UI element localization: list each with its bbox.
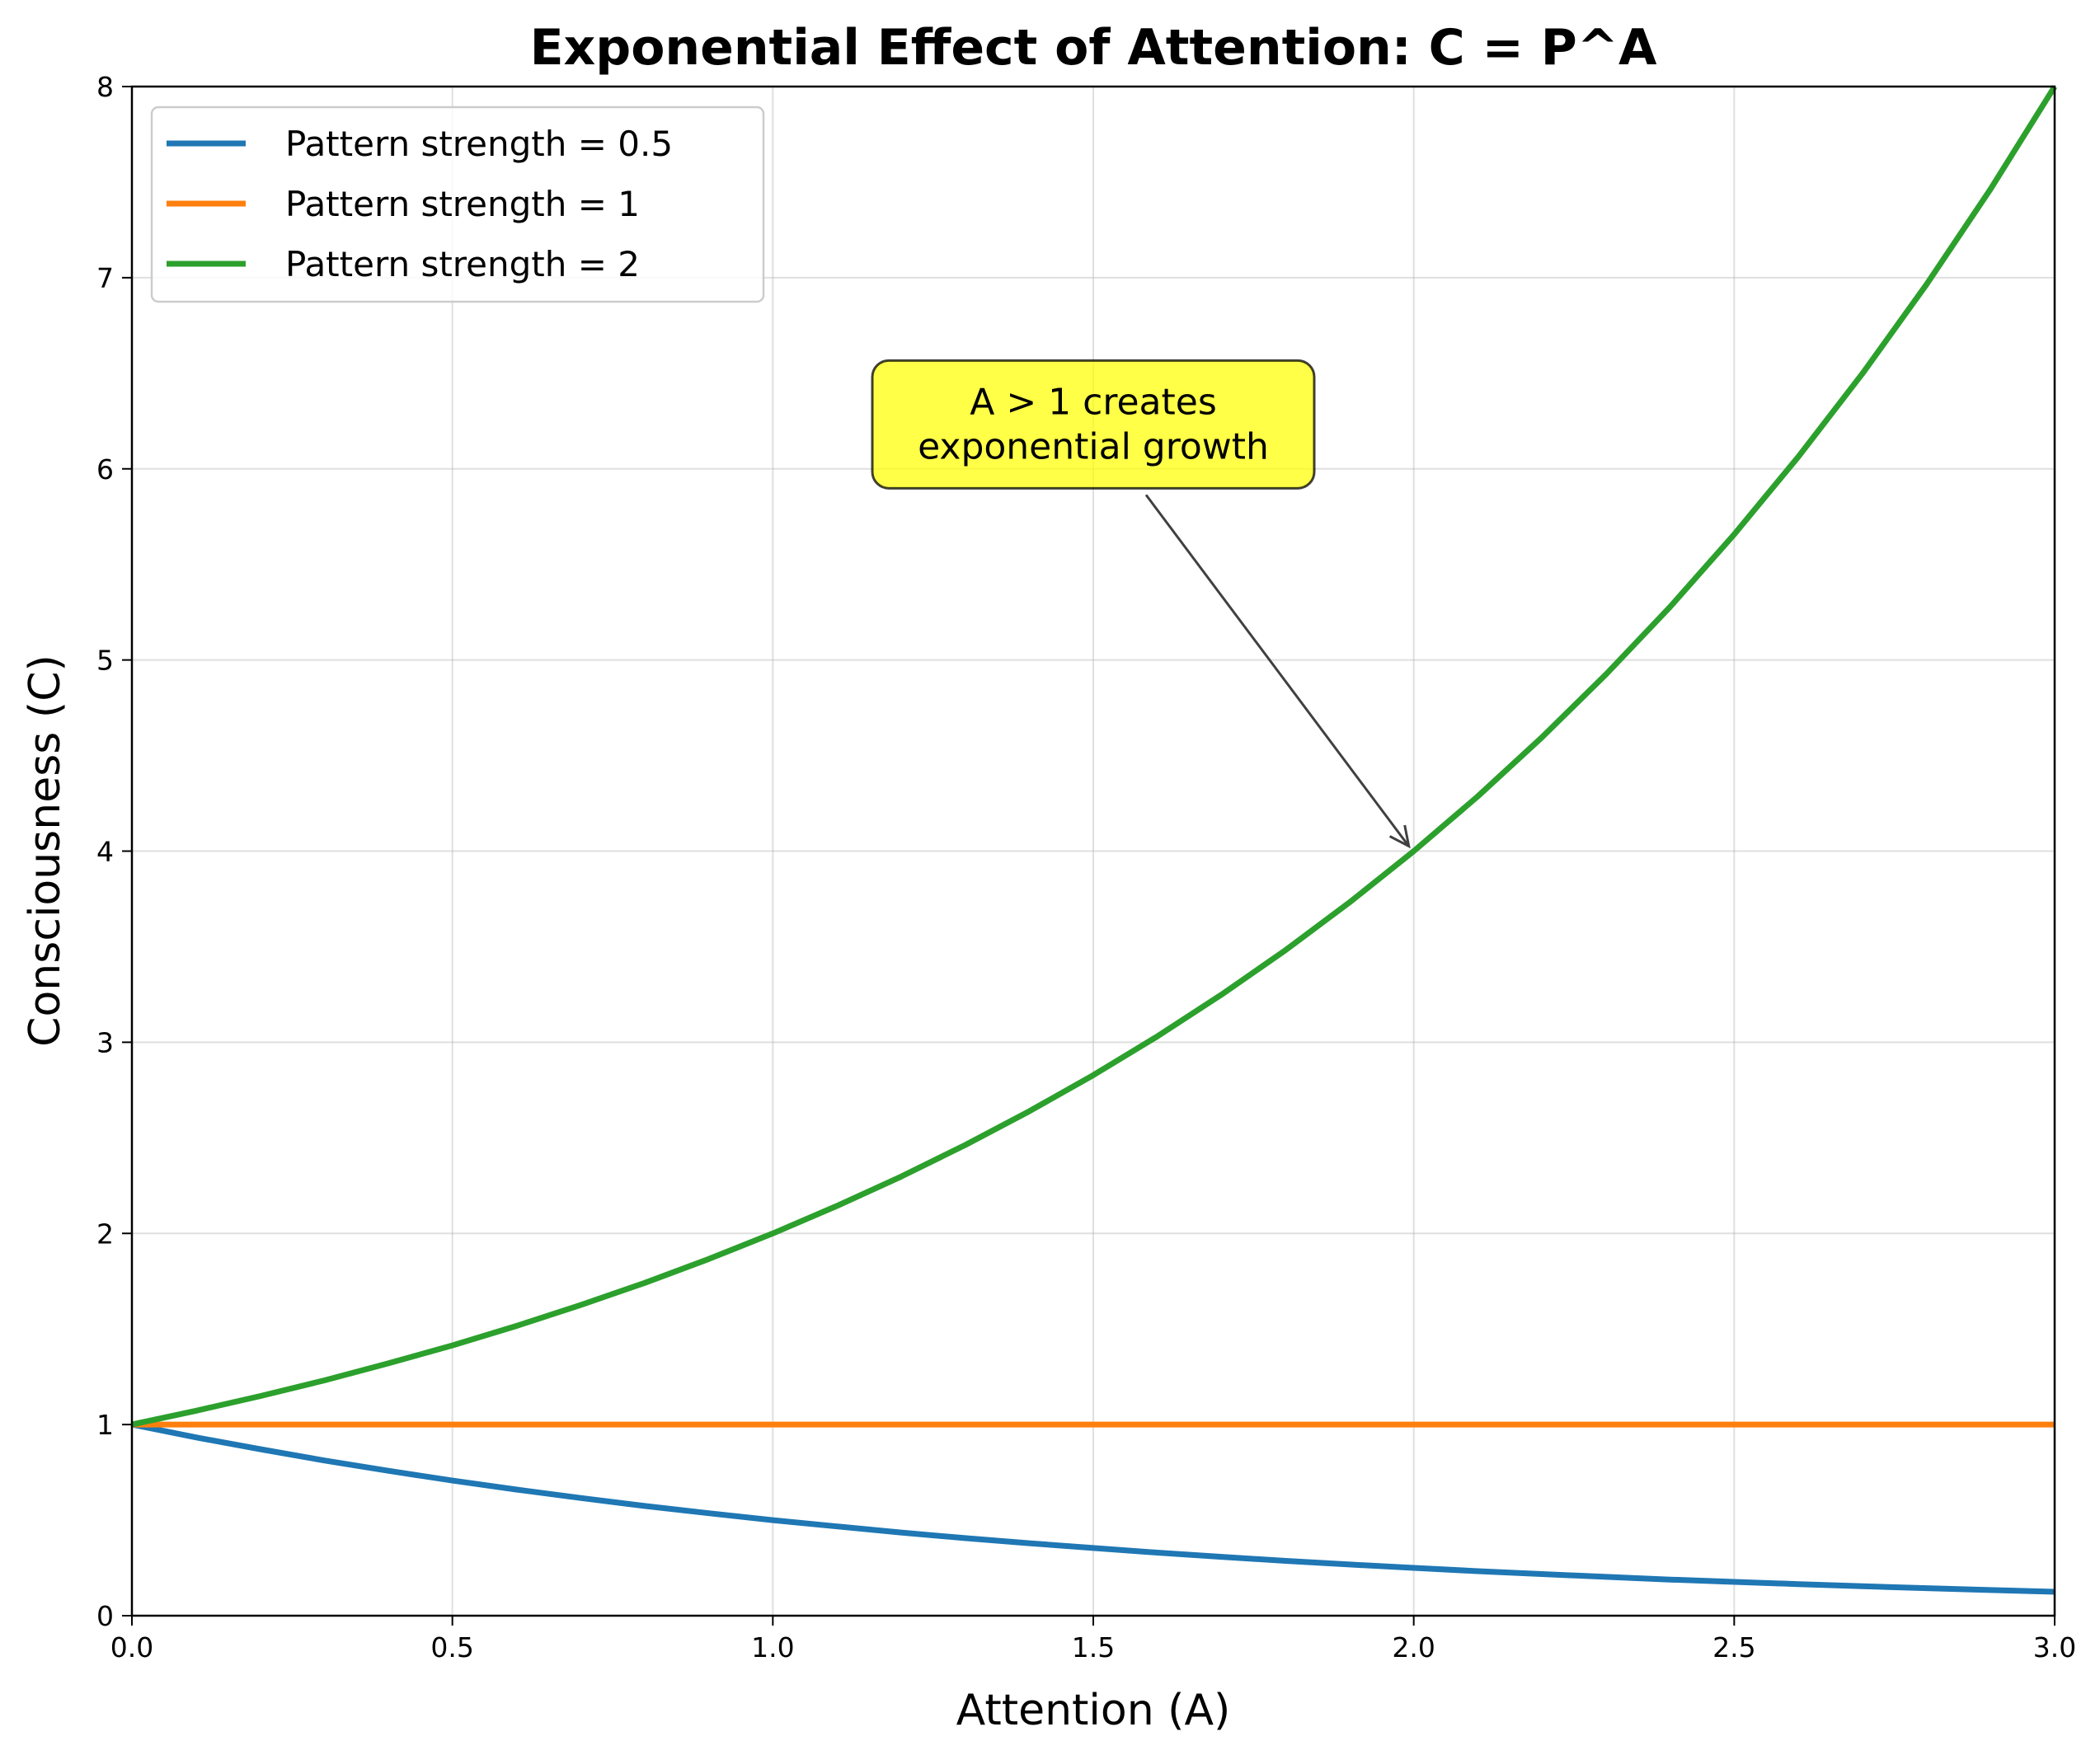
x-tick-label: 0.5 [430,1631,473,1663]
y-tick-label: 3 [96,1026,114,1058]
x-tick-label: 3.0 [2033,1631,2076,1663]
annotation-text-line: A > 1 creates [970,381,1217,423]
y-tick-label: 2 [96,1218,114,1250]
x-tick-label: 1.5 [1072,1631,1115,1663]
x-axis-label: Attention (A) [956,1686,1231,1735]
y-tick-label: 7 [96,262,114,294]
chart-title: Exponential Effect of Attention: C = P^A [530,19,1657,77]
annotation-box [871,359,1316,490]
legend-box [150,106,765,303]
y-tick-label: 0 [96,1600,114,1632]
y-tick-label: 1 [96,1409,114,1441]
y-axis-label: Consciousness (C) [21,655,70,1047]
x-tick-label: 2.5 [1712,1631,1755,1663]
series-line-3 [131,85,2057,1428]
x-tick-label: 2.0 [1392,1631,1435,1663]
legend-entry-label: Pattern strength = 0.5 [285,124,673,164]
y-tick-label: 5 [96,645,114,677]
annotation-arrow [1144,494,1409,846]
legend-entry-label: Pattern strength = 1 [285,184,640,224]
legend: Pattern strength = 0.5 Pattern strength =… [150,106,765,303]
series-line-1 [131,1421,2055,1595]
x-tick-label: 0.0 [110,1631,153,1663]
y-tick-label: 4 [96,836,114,868]
x-tick-label: 1.0 [751,1631,794,1663]
legend-entry-label: Pattern strength = 2 [285,244,640,284]
series-layer [131,85,2057,1595]
y-tick-label: 8 [96,71,114,103]
y-axis: 0 1 2 3 4 5 6 7 8 [96,71,132,1632]
y-tick-label: 6 [96,453,114,486]
annotation-text-line: exponential growth [918,425,1269,467]
x-axis: 0.0 0.5 1.0 1.5 2.0 2.5 3.0 [110,1616,2076,1663]
annotation-arrowhead [1388,824,1411,849]
